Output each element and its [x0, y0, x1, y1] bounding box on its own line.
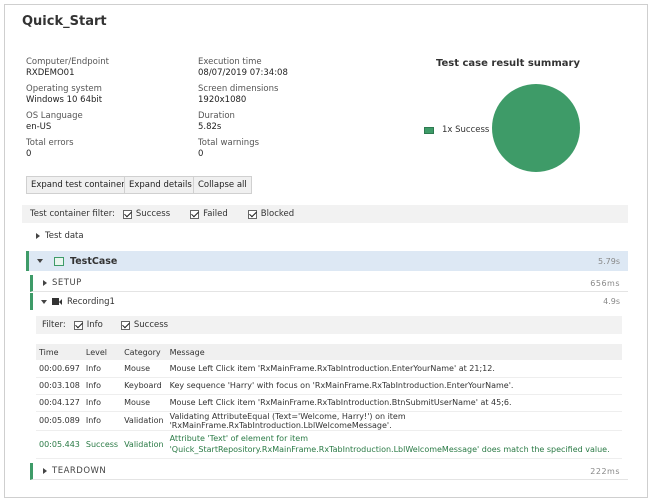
filter-failed-checkbox[interactable] [190, 209, 200, 219]
summary-legend: 1x Success [424, 125, 489, 135]
collapse-all-button[interactable]: Collapse all [193, 176, 252, 194]
test-container-filter: Test container filter: Success Failed Bl… [22, 205, 628, 223]
filter-failed-label[interactable]: Failed [203, 209, 228, 219]
log-category: Validation [121, 430, 167, 459]
log-row[interactable]: 00:00.697 Info Mouse Mouse Left Click it… [36, 360, 622, 378]
info-label: Execution time [198, 57, 262, 67]
expand-details-button[interactable]: Expand details [124, 176, 197, 194]
log-time: 00:03.108 [36, 377, 83, 395]
log-row[interactable]: 00:04.127 Info Mouse Mouse Left Click it… [36, 394, 622, 412]
teardown-section[interactable]: TEARDOWN 222ms [30, 463, 628, 480]
testcase-duration: 5.79s [598, 256, 620, 266]
log-filter: Filter: Info Success [36, 316, 622, 334]
chevron-down-icon [37, 259, 43, 263]
log-message: Key sequence 'Harry' with focus on 'RxMa… [166, 377, 622, 395]
recording-icon [52, 298, 62, 305]
column-header: Category [121, 344, 167, 360]
info-value: Windows 10 64bit [26, 95, 103, 105]
log-message: Mouse Left Click item 'RxMainFrame.RxTab… [166, 360, 622, 378]
setup-duration: 656ms [590, 278, 620, 288]
info-errors: Total errors 0 [26, 138, 74, 160]
log-time: 00:04.127 [36, 394, 83, 412]
log-time: 00:00.697 [36, 360, 83, 378]
info-value: 08/07/2019 07:34:08 [198, 68, 288, 78]
recording-header[interactable]: Recording1 4.9s [30, 293, 628, 310]
log-category: Mouse [121, 394, 167, 412]
info-language: OS Language en-US [26, 111, 83, 133]
info-value: 0 [26, 149, 32, 159]
log-filter-info-label[interactable]: Info [86, 320, 103, 330]
result-pie-chart [492, 84, 580, 172]
log-message: Attribute 'Text' of element for item 'Qu… [166, 430, 622, 459]
testcase-header[interactable]: TestCase 5.79s [26, 251, 628, 271]
info-value: en-US [26, 122, 52, 132]
log-filter-label: Filter: [42, 320, 66, 330]
info-label: Operating system [26, 84, 102, 94]
legend-label: 1x Success [442, 125, 490, 135]
chevron-right-icon [43, 280, 47, 286]
setup-label: SETUP [52, 278, 82, 288]
log-level: Info [82, 360, 122, 378]
info-screen: Screen dimensions 1920x1080 [198, 84, 278, 106]
info-label: Screen dimensions [198, 84, 279, 94]
info-value: 1920x1080 [198, 95, 247, 105]
log-filter-info-checkbox[interactable] [73, 320, 83, 330]
info-label: Total errors [26, 138, 74, 148]
setup-section[interactable]: SETUP 656ms [30, 275, 628, 292]
chevron-down-icon [41, 299, 47, 304]
log-level: Info [82, 394, 122, 412]
info-os: Operating system Windows 10 64bit [26, 84, 102, 106]
log-category: Keyboard [121, 377, 167, 395]
recording-duration: 4.9s [603, 297, 620, 306]
info-value: 5.82s [198, 122, 222, 132]
teardown-duration: 222ms [590, 466, 620, 476]
info-duration: Duration 5.82s [198, 111, 235, 133]
test-data-label: Test data [45, 231, 84, 241]
test-data-toggle[interactable]: Test data [36, 231, 84, 241]
log-level: Info [82, 411, 122, 431]
testcase-icon [54, 256, 64, 266]
testcase-title: TestCase [70, 255, 118, 267]
summary-title: Test case result summary [436, 58, 580, 69]
log-time: 00:05.089 [36, 411, 83, 431]
log-time: 00:05.443 [36, 430, 83, 459]
log-header-row: Time Level Category Message [36, 344, 622, 360]
log-filter-success-checkbox[interactable] [120, 320, 130, 330]
column-header: Time [36, 344, 83, 360]
info-label: OS Language [26, 111, 83, 121]
info-execution-time: Execution time 08/07/2019 07:34:08 [198, 57, 288, 79]
page-title: Quick_Start [22, 14, 107, 29]
chevron-right-icon [43, 468, 47, 474]
log-table: Time Level Category Message 00:00.697 In… [36, 344, 622, 459]
filter-success-checkbox[interactable] [122, 209, 132, 219]
log-level: Success [82, 430, 122, 459]
filter-blocked-checkbox[interactable] [247, 209, 257, 219]
success-swatch [424, 126, 434, 134]
column-header: Message [166, 344, 622, 360]
log-category: Validation [121, 411, 167, 431]
info-warnings: Total warnings 0 [198, 138, 259, 160]
info-label: Duration [198, 111, 235, 121]
log-message: Validating AttributeEqual (Text='Welcome… [166, 411, 622, 431]
log-filter-success-label[interactable]: Success [133, 320, 169, 330]
log-message: Mouse Left Click item 'RxMainFrame.RxTab… [166, 394, 622, 412]
log-category: Mouse [121, 360, 167, 378]
log-row-success[interactable]: 00:05.443 Success Validation Attribute '… [36, 430, 622, 459]
filter-success-label[interactable]: Success [135, 209, 171, 219]
info-label: Computer/Endpoint [26, 57, 109, 67]
filter-label: Test container filter: [30, 209, 115, 219]
log-level: Info [82, 377, 122, 395]
info-label: Total warnings [198, 138, 260, 148]
log-row[interactable]: 00:05.089 Info Validation Validating Att… [36, 411, 622, 431]
recording-name: Recording1 [67, 296, 115, 307]
column-header: Level [82, 344, 122, 360]
teardown-label: TEARDOWN [52, 466, 107, 476]
info-value: 0 [198, 149, 204, 159]
chevron-right-icon [36, 232, 40, 239]
filter-blocked-label[interactable]: Blocked [260, 209, 295, 219]
info-value: RXDEMO01 [26, 68, 75, 78]
log-row[interactable]: 00:03.108 Info Keyboard Key sequence 'Ha… [36, 377, 622, 395]
info-computer: Computer/Endpoint RXDEMO01 [26, 57, 109, 79]
expand-test-containers-button[interactable]: Expand test containers [26, 176, 135, 194]
